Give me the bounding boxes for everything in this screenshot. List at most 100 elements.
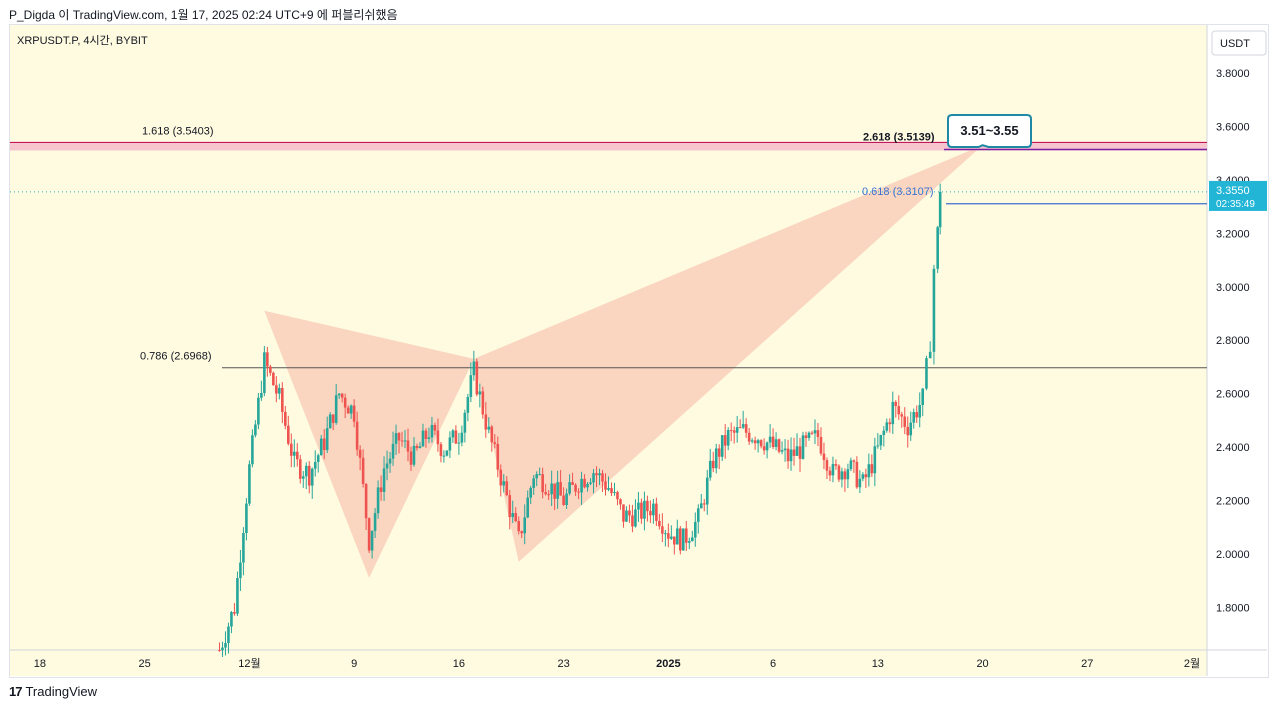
time-tick-label: 16 [453, 658, 465, 670]
candle-body [475, 361, 479, 395]
candle-body [538, 474, 541, 476]
candle [726, 427, 730, 451]
candle [828, 466, 832, 482]
candle [457, 432, 461, 455]
candle-body [511, 513, 515, 518]
candle [840, 467, 844, 488]
candle-body [499, 469, 503, 486]
candle-body [448, 437, 452, 451]
candle [876, 433, 880, 449]
candle [646, 495, 649, 522]
candle-body [319, 438, 323, 456]
candle [699, 493, 703, 509]
candle [891, 391, 895, 434]
candle-body [284, 411, 287, 426]
candle-body [747, 432, 751, 442]
time-tick-label: 2월 [1184, 657, 1200, 670]
candle-body [257, 397, 260, 425]
candle-body [583, 478, 586, 488]
candle [550, 470, 553, 506]
candle [670, 525, 673, 540]
candle-body [631, 515, 634, 527]
candle-body [301, 476, 305, 479]
candle-body [861, 474, 865, 479]
candle-body [346, 407, 350, 414]
candle [224, 631, 227, 656]
candle [278, 383, 281, 400]
candle-body [550, 483, 553, 495]
chart-frame[interactable] [9, 24, 1269, 678]
price-badge-value: 3.3550 [1216, 185, 1250, 197]
candle-body [771, 436, 775, 447]
price-axis-background [1207, 25, 1267, 676]
candle-body [484, 414, 488, 430]
candle-body [373, 513, 377, 531]
candle-body [275, 385, 278, 394]
candle-body [355, 421, 359, 450]
candle [463, 409, 467, 443]
candle [861, 472, 865, 482]
candle-body [918, 404, 922, 418]
candle [705, 469, 709, 515]
candle [373, 508, 377, 538]
candle [412, 437, 416, 467]
candle [448, 431, 452, 458]
candle [649, 500, 652, 523]
current-price-badge: 3.3550 02:35:49 [1209, 180, 1267, 211]
candle [643, 491, 646, 531]
candle [343, 393, 347, 419]
currency-box[interactable] [1211, 30, 1267, 56]
candle-body [397, 433, 401, 441]
candle [738, 419, 742, 429]
candle-body [233, 612, 236, 614]
candle-body [735, 427, 739, 433]
candle-body [667, 533, 670, 539]
candle [361, 449, 365, 488]
candle [580, 471, 583, 505]
candle-body [406, 440, 410, 452]
candle [711, 451, 715, 473]
candle [568, 474, 571, 496]
candle-body [753, 440, 757, 444]
candle [753, 436, 757, 450]
candle [400, 431, 404, 447]
candle-body [897, 406, 901, 415]
candle-body [685, 528, 688, 543]
candle-body [864, 474, 868, 478]
candle [319, 435, 323, 456]
candle-body [661, 526, 664, 534]
price-tick-label: 2.6000 [1216, 389, 1250, 401]
candle-body [876, 445, 880, 447]
candle [248, 460, 251, 506]
candle-body [589, 482, 592, 484]
candle [230, 611, 233, 634]
candle-body [457, 442, 461, 444]
price-tick-label: 1.8000 [1216, 602, 1250, 614]
candle-body [292, 451, 296, 456]
candle [912, 408, 916, 429]
candle-body [789, 449, 793, 462]
candle [855, 456, 859, 489]
candle-body [553, 483, 556, 499]
candle-body [520, 531, 524, 534]
candle-body [322, 438, 326, 450]
candle [696, 504, 700, 534]
candle [433, 422, 437, 436]
candle-body [295, 451, 299, 460]
candle-body [529, 487, 532, 498]
candle [287, 415, 290, 446]
candle [598, 468, 601, 486]
candle-body [676, 528, 679, 545]
candle-body [430, 424, 434, 438]
candle [520, 530, 524, 538]
candle [690, 530, 694, 542]
time-tick-label: 25 [139, 658, 151, 670]
candle-body [687, 541, 691, 543]
candle-body [768, 436, 772, 443]
candle-body [670, 536, 673, 539]
candle [831, 456, 835, 483]
candle-body [622, 504, 625, 522]
candle-body [239, 562, 242, 579]
candle [729, 422, 733, 442]
